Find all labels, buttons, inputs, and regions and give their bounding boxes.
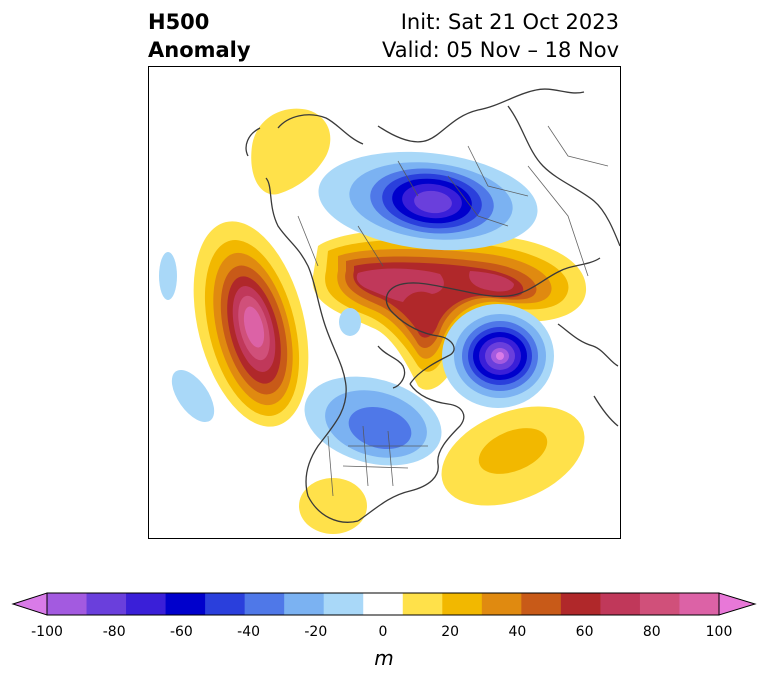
colorbar-segment (47, 593, 88, 615)
colorbar-min-extend (11, 592, 48, 616)
ridge-subtropical-atlantic (441, 406, 585, 506)
colorbar-tick-label: 20 (441, 624, 460, 640)
colorbar-tick-label: -100 (31, 624, 63, 640)
colorbar-segment (679, 593, 720, 615)
colorbar-segment (521, 593, 562, 615)
colorbar-tick-label: 60 (575, 624, 594, 640)
colorbar-tick-label: 40 (508, 624, 527, 640)
trough-pacific (148, 252, 361, 423)
colorbar-border (46, 592, 720, 616)
init-label: Init: Sat 21 Oct 2023 (400, 10, 619, 34)
ridge-west-canada (251, 108, 331, 195)
colorbar-segment (639, 593, 680, 615)
variable-label: H500 (148, 10, 210, 34)
colorbar-segment (402, 593, 443, 615)
colorbar-segment (560, 593, 601, 615)
trough-atlantic (442, 304, 554, 408)
colorbar-unit: m (374, 646, 394, 670)
colorbar-tick-label: -40 (237, 624, 261, 640)
colorbar-tick-label: 100 (705, 624, 733, 640)
colorbar-tick-label: 0 (378, 624, 388, 640)
colorbar-segment (481, 593, 522, 615)
field-label: Anomaly (148, 38, 251, 62)
coastlines (245, 88, 621, 523)
ridge-arctic (312, 229, 587, 390)
colorbar-segment (284, 593, 325, 615)
colorbar-tick-label: -60 (169, 624, 193, 640)
anomaly-map (148, 66, 621, 539)
colorbar-segment (165, 593, 206, 615)
colorbar-tick-label: 80 (642, 624, 661, 640)
trough-north-america (304, 376, 442, 466)
ridge-alaska (193, 221, 309, 427)
colorbar-max-extend (718, 592, 757, 616)
colorbar-segment (205, 593, 246, 615)
colorbar-segment (126, 593, 167, 615)
map-title-left: H500 Anomaly (148, 8, 251, 64)
colorbar-segment (600, 593, 641, 615)
colorbar-tick-label: -80 (102, 624, 126, 640)
valid-label: Valid: 05 Nov – 18 Nov (382, 38, 619, 62)
colorbar-segment (86, 593, 127, 615)
colorbar-segment (442, 593, 483, 615)
country-borders (297, 125, 609, 497)
colorbar-segment (363, 593, 404, 615)
colorbar (11, 592, 757, 616)
colorbar-segment (244, 593, 285, 615)
colorbar-tick-label: -20 (304, 624, 328, 640)
trough-siberia (318, 151, 538, 251)
map-title-right: Init: Sat 21 Oct 2023 Valid: 05 Nov – 18… (382, 8, 619, 64)
colorbar-segment (323, 593, 364, 615)
ridge-mexico (299, 478, 367, 534)
